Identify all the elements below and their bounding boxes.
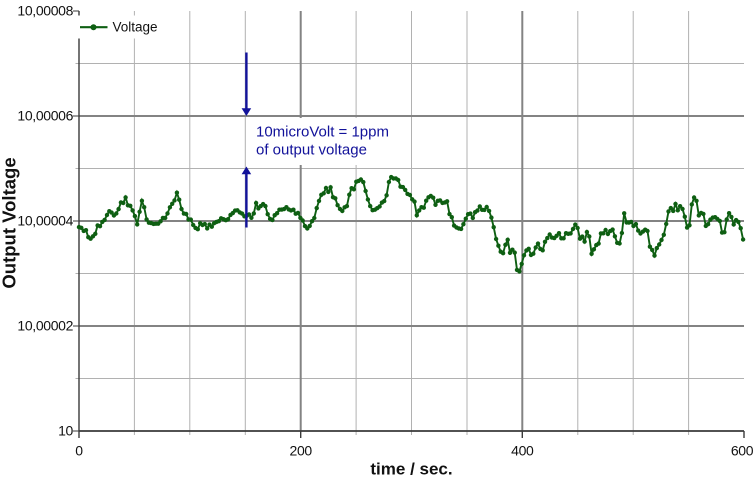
- svg-text:Voltage: Voltage: [113, 20, 158, 35]
- svg-text:Output Voltage: Output Voltage: [0, 157, 20, 288]
- svg-text:400: 400: [511, 443, 534, 459]
- svg-text:0: 0: [75, 443, 83, 459]
- svg-text:10,00008: 10,00008: [17, 3, 73, 19]
- svg-text:10microVolt = 1ppm: 10microVolt = 1ppm: [256, 124, 389, 141]
- svg-text:of output voltage: of output voltage: [256, 142, 367, 159]
- svg-text:600: 600: [731, 443, 754, 459]
- svg-text:time / sec.: time / sec.: [370, 460, 452, 477]
- svg-text:10,00006: 10,00006: [17, 108, 73, 124]
- svg-text:10,00004: 10,00004: [17, 213, 73, 229]
- svg-text:10,00002: 10,00002: [17, 318, 73, 334]
- svg-text:10: 10: [58, 423, 73, 439]
- svg-text:200: 200: [290, 443, 313, 459]
